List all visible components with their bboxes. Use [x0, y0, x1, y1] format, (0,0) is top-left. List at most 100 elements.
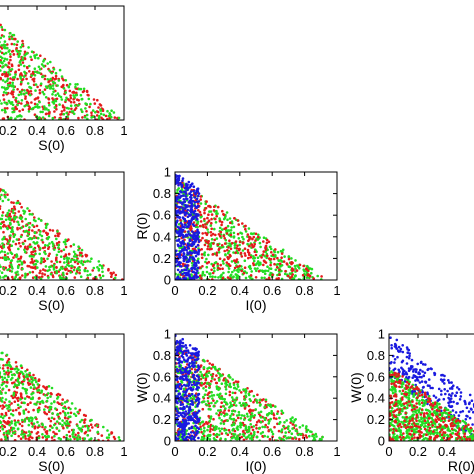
red-point [229, 254, 232, 258]
green-point [250, 412, 254, 415]
green-point [32, 106, 35, 110]
red-point [23, 50, 27, 54]
red-point [254, 253, 258, 257]
blue-point [196, 357, 200, 361]
green-point [6, 227, 9, 231]
red-point [247, 404, 251, 408]
red-point [212, 205, 216, 209]
red-point [57, 392, 60, 396]
green-point [66, 115, 69, 118]
green-point [71, 110, 75, 113]
red-point [6, 381, 9, 384]
green-point [57, 246, 60, 249]
green-point [236, 268, 240, 271]
axes-frame [0, 171, 125, 281]
green-point [225, 211, 229, 214]
green-point [219, 374, 222, 378]
red-point [30, 101, 33, 104]
red-point [26, 395, 29, 398]
green-point [10, 434, 13, 438]
red-point [211, 271, 215, 275]
green-point [293, 418, 297, 422]
green-point [5, 384, 8, 388]
green-point [86, 117, 89, 120]
green-point [6, 369, 10, 372]
green-point [9, 234, 12, 237]
green-point [34, 378, 37, 382]
green-point [0, 375, 4, 379]
green-point [38, 233, 42, 236]
green-point [259, 403, 262, 406]
green-point [13, 43, 16, 46]
green-point [16, 266, 20, 270]
red-point [223, 258, 226, 261]
red-point [83, 431, 87, 435]
green-point [31, 425, 34, 428]
red-point [252, 235, 256, 239]
red-point [246, 248, 250, 252]
red-point [248, 390, 252, 394]
green-point [86, 426, 90, 430]
red-point [31, 270, 35, 274]
green-point [39, 230, 42, 233]
blue-point [183, 394, 186, 397]
green-point [280, 409, 284, 413]
blue-point [194, 265, 197, 268]
green-point [7, 209, 11, 212]
red-point [264, 244, 268, 248]
red-point [82, 89, 86, 93]
green-point [0, 197, 2, 201]
red-point [80, 251, 83, 255]
green-point [80, 259, 83, 263]
blue-point [194, 245, 198, 249]
red-point [240, 269, 243, 273]
green-point [206, 381, 209, 385]
green-point [234, 399, 237, 402]
red-point [203, 381, 207, 385]
green-point [226, 218, 229, 222]
blue-point [194, 267, 197, 271]
green-point [52, 268, 56, 271]
red-point [227, 246, 230, 249]
green-point [55, 426, 58, 430]
green-point [234, 404, 238, 407]
green-point [212, 405, 216, 408]
green-point [226, 251, 230, 255]
red-point [2, 364, 5, 367]
green-point [285, 419, 289, 422]
red-point [11, 409, 15, 412]
green-point [36, 389, 39, 392]
green-point [17, 93, 21, 97]
green-point [97, 269, 101, 272]
green-point [236, 251, 240, 255]
red-point [251, 428, 255, 432]
red-point [68, 89, 72, 93]
green-point [46, 78, 49, 81]
red-point [237, 247, 241, 251]
red-point [45, 387, 48, 391]
red-point [54, 74, 58, 78]
red-point [210, 213, 214, 216]
green-point [235, 436, 239, 440]
x-tick-label: 0.6 [57, 123, 75, 138]
red-point [0, 205, 2, 208]
red-point [33, 102, 37, 106]
green-point [294, 267, 297, 270]
x-tick-label: 0.4 [28, 444, 46, 459]
red-point [206, 221, 209, 224]
red-point [69, 94, 72, 97]
red-point [68, 99, 71, 102]
blue-point [185, 405, 189, 408]
green-point [61, 276, 64, 280]
green-point [207, 404, 210, 407]
green-point [40, 389, 44, 393]
green-point [51, 80, 55, 84]
green-point [49, 272, 53, 276]
red-point [11, 93, 14, 96]
blue-point [183, 415, 186, 419]
red-point [228, 264, 232, 268]
red-point [2, 93, 5, 97]
green-point [2, 276, 5, 279]
green-point [101, 266, 104, 270]
green-point [41, 110, 44, 114]
